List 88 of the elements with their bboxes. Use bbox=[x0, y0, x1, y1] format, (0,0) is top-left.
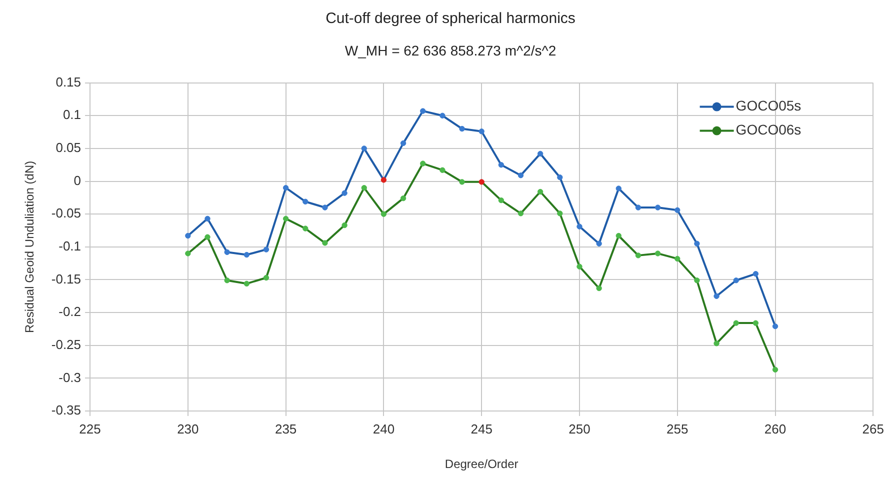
point bbox=[204, 216, 210, 222]
point bbox=[302, 198, 308, 204]
point bbox=[400, 195, 406, 202]
point bbox=[342, 222, 348, 228]
point bbox=[361, 184, 367, 191]
point bbox=[557, 174, 563, 180]
point bbox=[440, 167, 446, 173]
point bbox=[282, 216, 289, 222]
point bbox=[361, 146, 367, 152]
point bbox=[616, 232, 622, 239]
x-tick-label: 230 bbox=[177, 421, 199, 436]
y-tick-label: 0 bbox=[74, 172, 82, 188]
point bbox=[224, 278, 230, 284]
point bbox=[459, 126, 465, 132]
point bbox=[263, 274, 270, 281]
point bbox=[204, 234, 210, 240]
point bbox=[380, 177, 387, 183]
point bbox=[498, 197, 504, 204]
point bbox=[400, 140, 406, 146]
y-tick-label: 0.15 bbox=[56, 74, 82, 90]
point bbox=[478, 179, 484, 185]
point bbox=[498, 162, 504, 168]
x-tick-label: 265 bbox=[862, 421, 884, 436]
chart-subtitle: W_MH = 62 636 858.273 m^2/s^2 bbox=[344, 42, 556, 58]
point bbox=[557, 210, 563, 216]
point bbox=[537, 188, 544, 195]
point bbox=[576, 264, 582, 270]
point bbox=[714, 293, 720, 299]
y-tick-label: 0.05 bbox=[56, 140, 82, 156]
point bbox=[752, 320, 759, 326]
point bbox=[420, 160, 426, 166]
point bbox=[478, 128, 484, 134]
point bbox=[772, 323, 778, 330]
point bbox=[635, 252, 642, 258]
y-tick-label: -0.15 bbox=[51, 271, 82, 286]
point bbox=[733, 278, 739, 284]
point bbox=[282, 184, 289, 191]
point bbox=[694, 240, 700, 246]
point bbox=[518, 172, 524, 178]
point bbox=[674, 207, 680, 213]
point bbox=[654, 250, 661, 256]
x-tick-label: 255 bbox=[666, 421, 688, 436]
x-axis-title: Degree/Order bbox=[444, 457, 518, 472]
point bbox=[596, 285, 602, 292]
y-tick-label: -0.35 bbox=[51, 402, 82, 418]
point bbox=[244, 280, 250, 287]
point bbox=[380, 211, 387, 217]
point bbox=[518, 210, 524, 216]
x-tick-label: 240 bbox=[372, 421, 395, 436]
point bbox=[224, 249, 230, 255]
point bbox=[537, 150, 544, 157]
point bbox=[185, 232, 191, 239]
y-tick-label: -0.05 bbox=[51, 206, 82, 221]
y-tick-label: -0.1 bbox=[58, 238, 82, 254]
point bbox=[616, 186, 622, 192]
x-tick-label: 250 bbox=[568, 421, 590, 436]
chart-title: Cut-off degree of spherical harmonics bbox=[326, 10, 576, 28]
point bbox=[440, 112, 446, 118]
y-axis-title: Residual Geoid Unduliation (dN) bbox=[22, 160, 37, 333]
y-tick-label: -0.2 bbox=[58, 304, 82, 320]
point bbox=[714, 340, 720, 346]
point bbox=[733, 320, 739, 326]
point bbox=[302, 226, 308, 232]
point bbox=[322, 204, 328, 210]
x-tick-label: 235 bbox=[274, 421, 297, 436]
legend-label: GOCO05s bbox=[736, 98, 802, 114]
point bbox=[635, 204, 642, 210]
point bbox=[420, 108, 426, 114]
x-tick-label: 260 bbox=[764, 421, 786, 436]
point bbox=[185, 250, 191, 256]
point bbox=[674, 256, 680, 262]
point bbox=[342, 190, 348, 196]
point bbox=[263, 246, 270, 252]
point bbox=[772, 366, 778, 372]
point bbox=[459, 179, 465, 185]
point bbox=[576, 224, 582, 230]
point bbox=[694, 278, 700, 284]
legend-label: GOCO06s bbox=[736, 122, 802, 138]
point bbox=[654, 204, 661, 210]
x-tick-label: 245 bbox=[470, 421, 492, 436]
x-tick-label: 225 bbox=[79, 421, 101, 436]
point bbox=[322, 240, 328, 246]
y-tick-label: -0.3 bbox=[58, 370, 82, 385]
point bbox=[244, 252, 250, 258]
point bbox=[596, 240, 602, 246]
y-tick-label: -0.25 bbox=[51, 336, 82, 352]
point bbox=[752, 270, 759, 277]
y-tick-label: 0.1 bbox=[62, 107, 82, 122]
